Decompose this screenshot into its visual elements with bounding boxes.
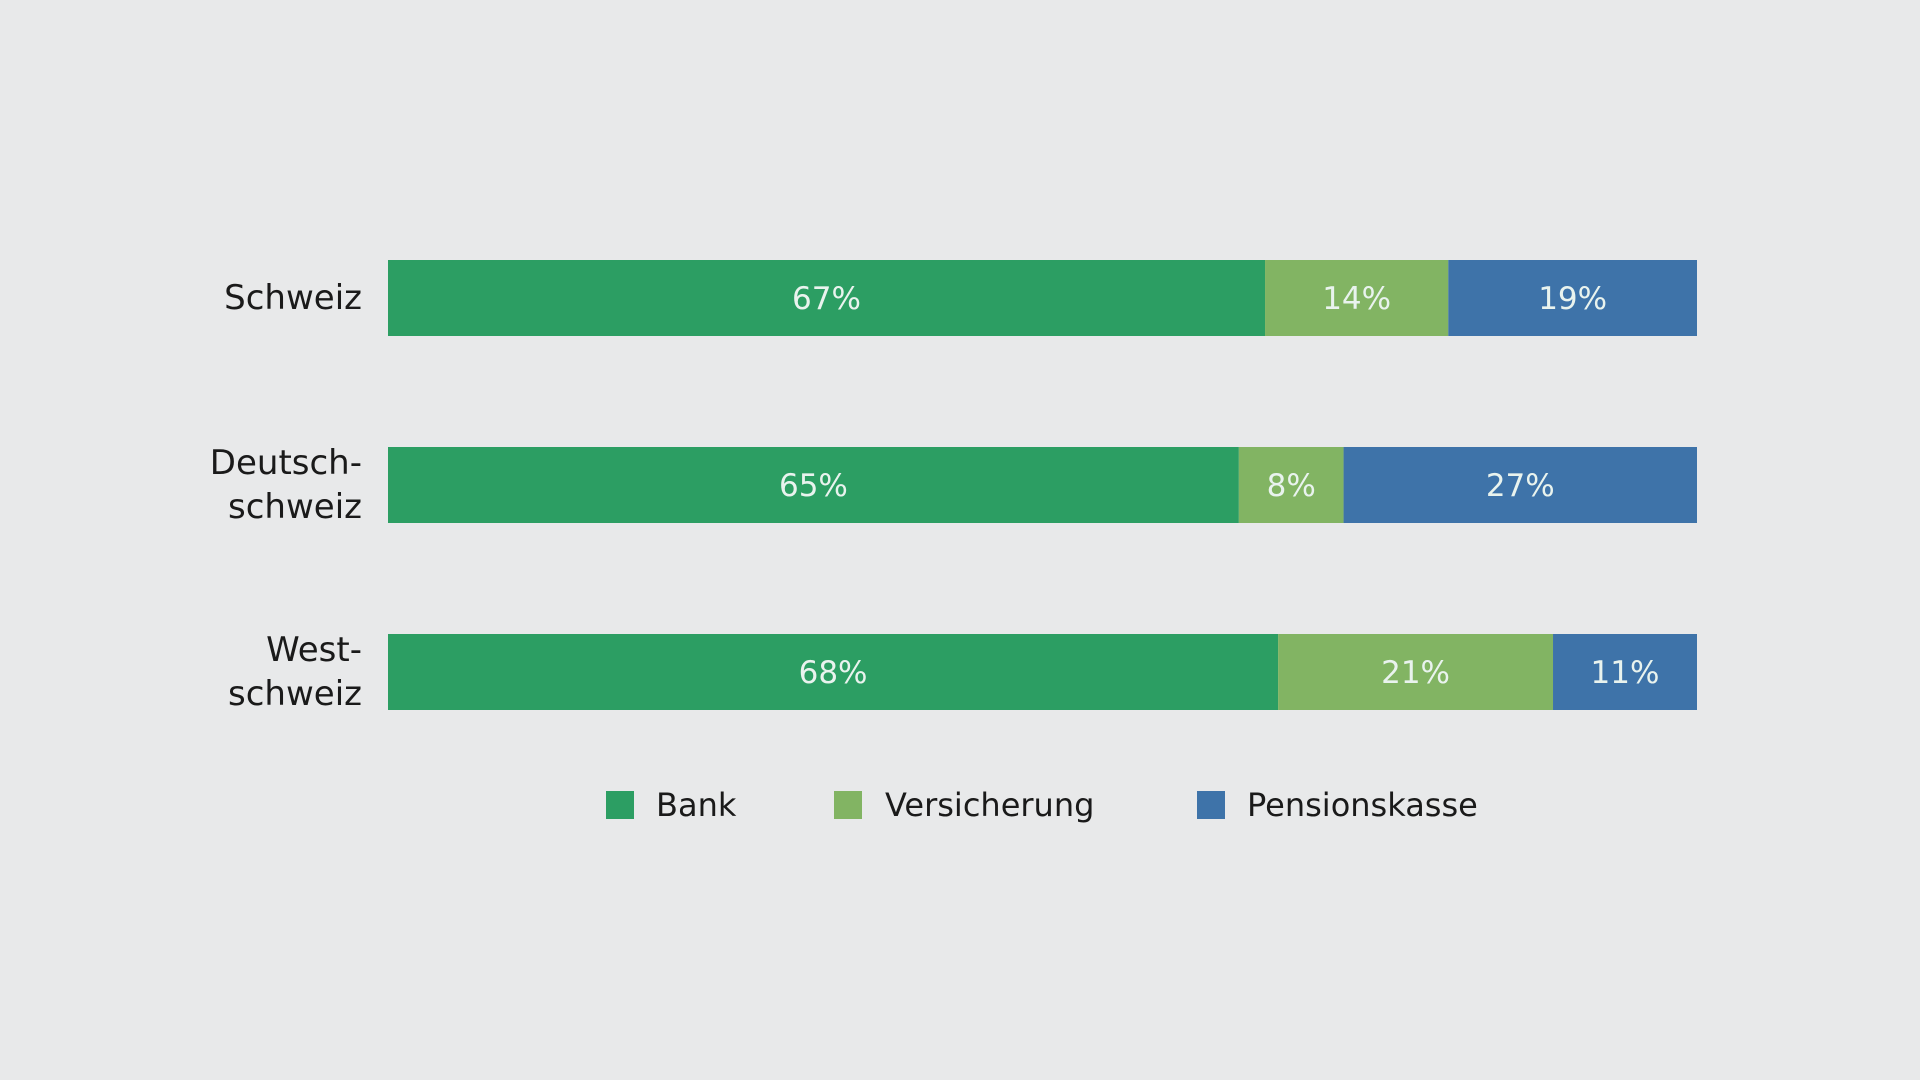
category-label: Deutsch-schweiz: [210, 443, 362, 527]
data-label: 68%: [799, 655, 868, 691]
segment-labels: 67% 14% 19% 65% 8% 27% 68% 21% 11%: [779, 281, 1659, 691]
data-label: 19%: [1538, 281, 1607, 317]
legend-swatch-pensionskasse: [1197, 791, 1225, 819]
bar-segment-pensionskasse: [1553, 634, 1697, 710]
bar-segment-bank: [388, 634, 1279, 710]
data-label: 8%: [1267, 468, 1316, 504]
bar-segment-versicherung: [1278, 634, 1554, 710]
legend-label: Pensionskasse: [1247, 786, 1478, 824]
data-label: 14%: [1322, 281, 1391, 317]
legend-swatch-bank: [606, 791, 634, 819]
data-label: 11%: [1591, 655, 1660, 691]
data-label: 67%: [792, 281, 861, 317]
bar-segment-bank: [388, 447, 1239, 523]
category-labels: Schweiz Deutsch-schweiz West-schweiz: [210, 278, 362, 714]
legend-swatch-versicherung: [834, 791, 862, 819]
legend: Bank Versicherung Pensionskasse: [606, 786, 1478, 824]
data-label: 21%: [1381, 655, 1450, 691]
bar-segment-versicherung: [1265, 260, 1449, 336]
data-label: 65%: [779, 468, 848, 504]
data-label: 27%: [1486, 468, 1555, 504]
bar-segment-versicherung: [1238, 447, 1344, 523]
bar-segment-pensionskasse: [1448, 260, 1697, 336]
bars: [388, 260, 1697, 710]
category-label: Schweiz: [224, 278, 362, 318]
bar-segment-pensionskasse: [1343, 447, 1697, 523]
legend-label: Bank: [656, 786, 737, 824]
category-label: West-schweiz: [228, 630, 362, 714]
bar-segment-bank: [388, 260, 1266, 336]
legend-label: Versicherung: [885, 786, 1094, 824]
